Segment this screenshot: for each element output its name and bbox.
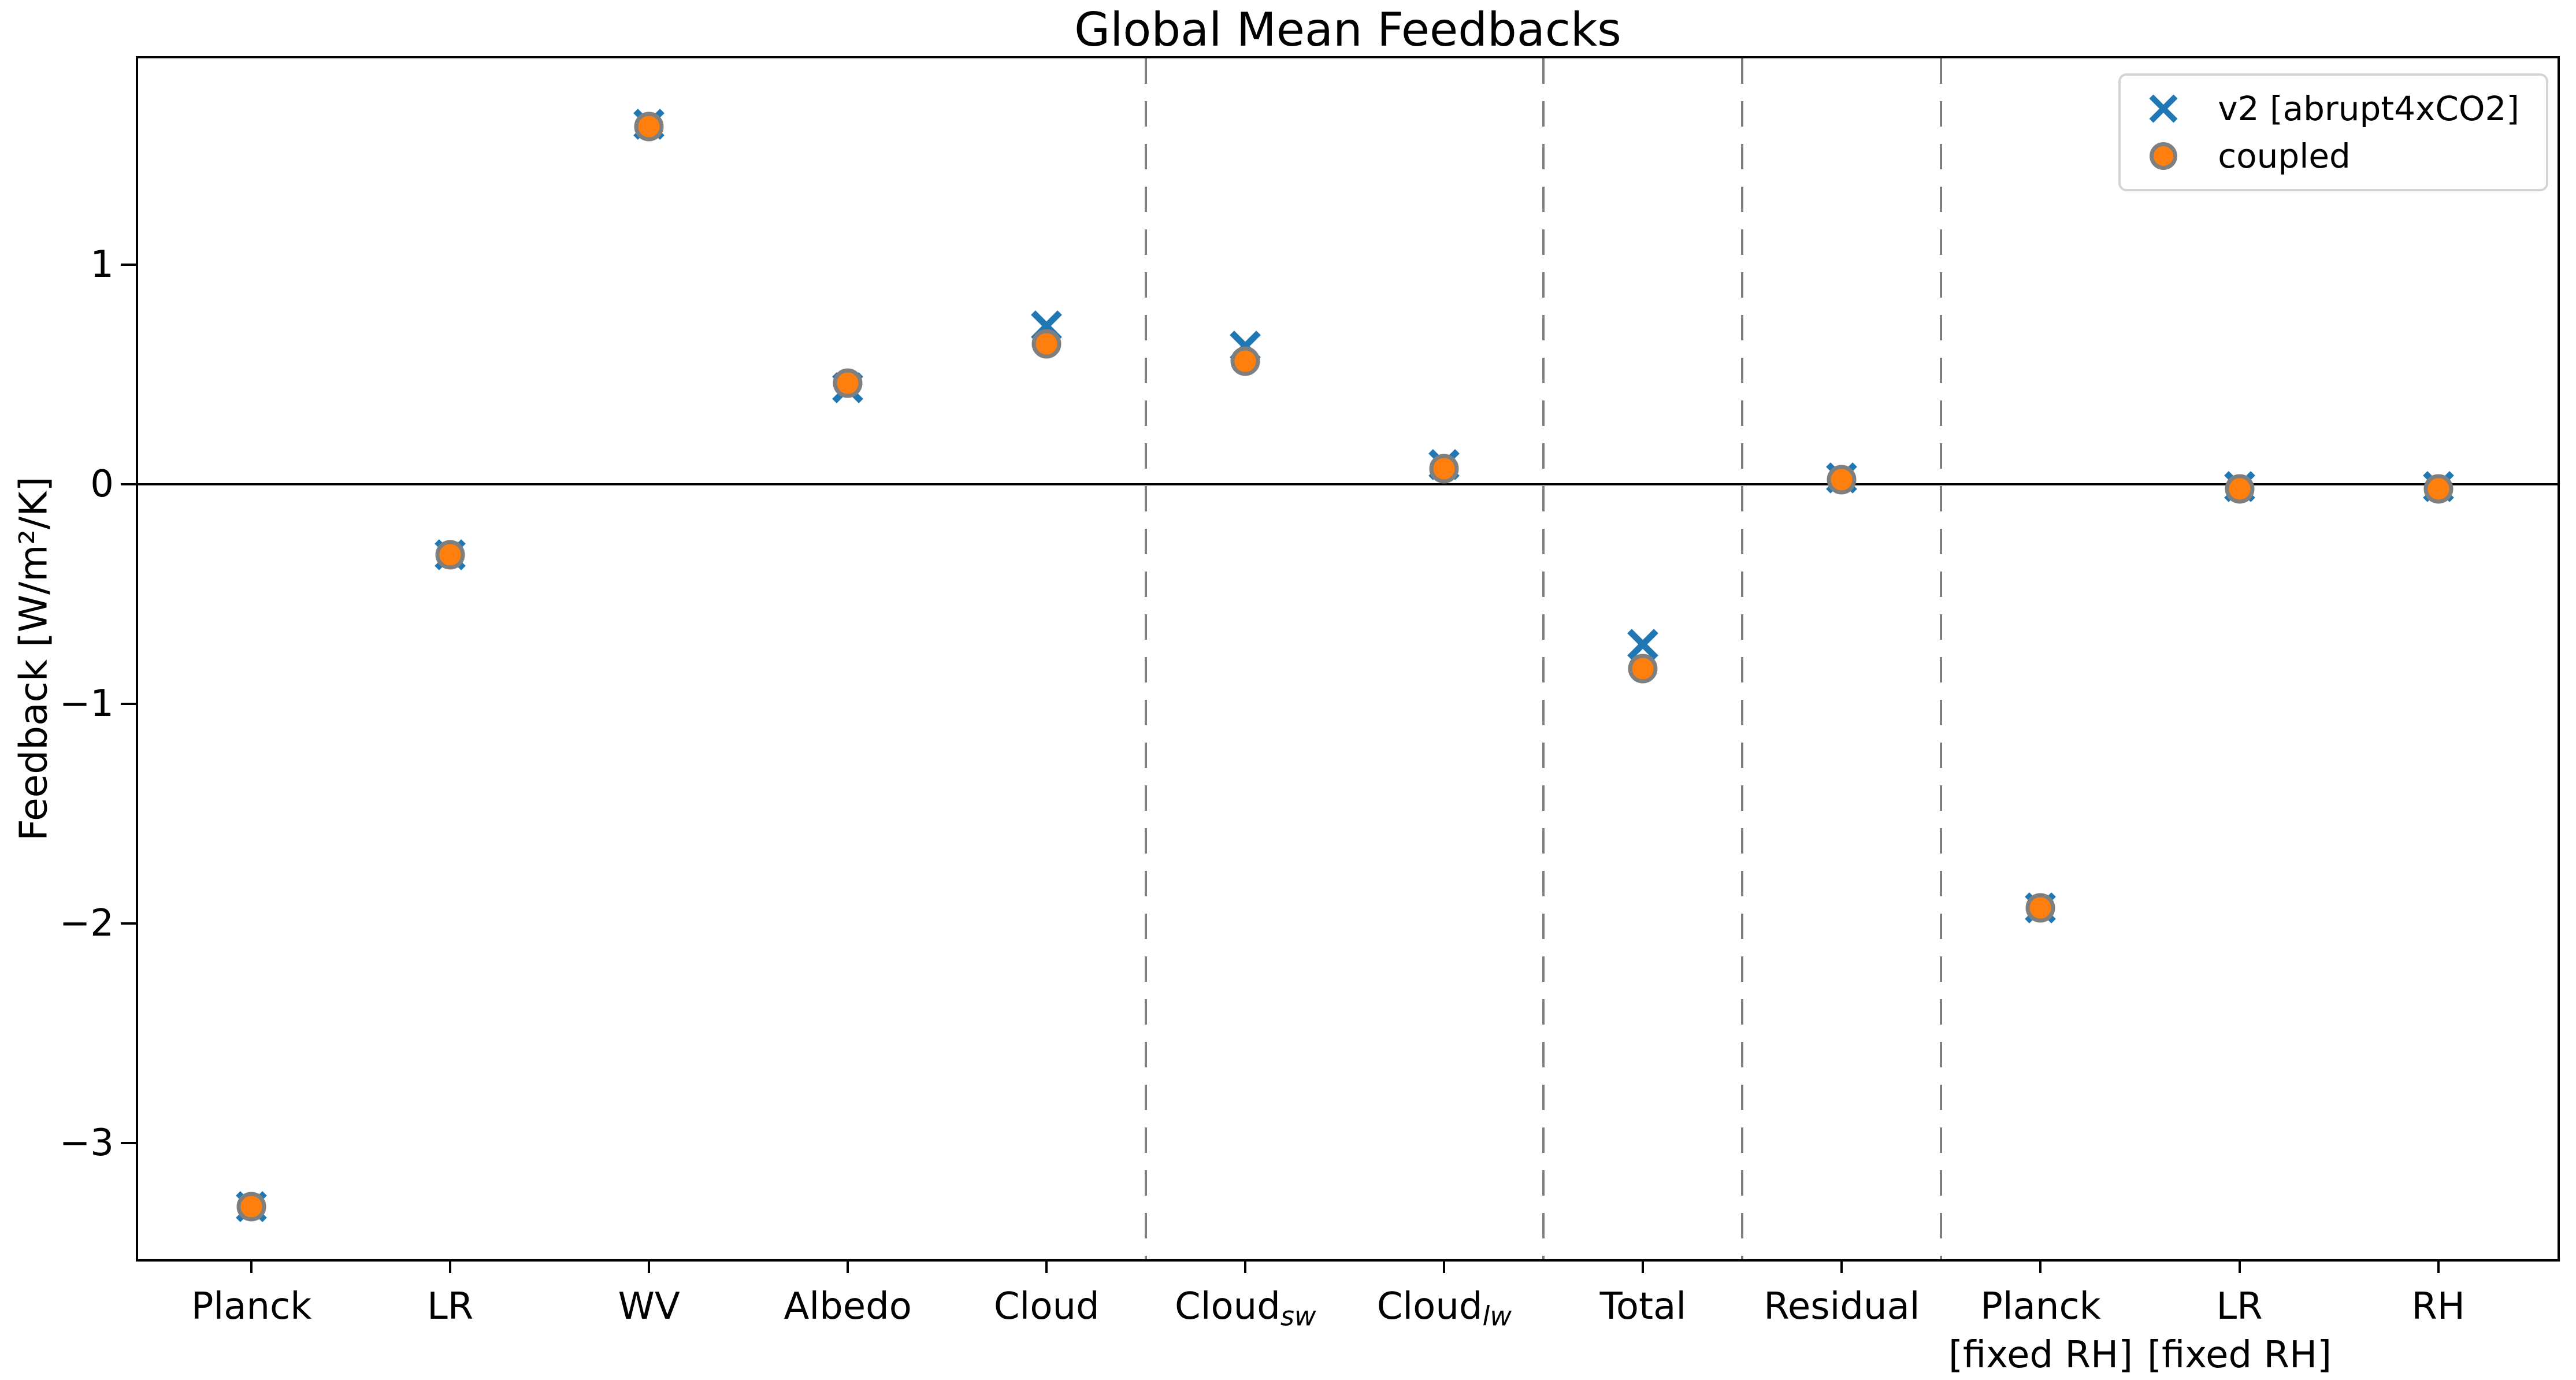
circle-marker-glyph [1429,454,1459,484]
legend: v2 [abrupt4xCO2] coupled [2118,73,2548,191]
y-axis-label: Feedback [W/m²/K] [11,476,56,841]
data-point-circle [833,368,863,398]
x-tick-label-text: LR [427,1285,474,1328]
data-point-circle [1827,465,1857,495]
x-tick-label: LR [427,1282,473,1331]
x-tick-label: Planck [191,1282,311,1331]
x-tick-mark [847,1259,849,1273]
circle-marker-glyph [2423,474,2453,504]
circle-marker-glyph [833,368,863,398]
circle-marker-glyph [236,1192,266,1222]
data-point-circle [435,540,465,570]
y-tick-label: 1 [90,243,114,287]
x-tick-label: RH [2411,1282,2465,1331]
chart-title: Global Mean Feedbacks [1074,3,1621,57]
x-tick-label-text: Cloudsw [1175,1285,1316,1332]
data-point-circle [2025,893,2055,923]
x-tick-label-text: Cloudlw [1376,1285,1512,1332]
x-tick-label-text: Residual [1764,1285,1920,1328]
data-point-circle [2423,474,2453,504]
x-tick-mark [2238,1259,2241,1273]
x-tick-mark [1642,1259,1645,1273]
x-tick-label-text: Albedo [784,1285,912,1328]
x-tick-label: Residual [1764,1282,1920,1331]
legend-entry-coupled: coupled [2133,132,2519,180]
x-tick-label: Cloudsw [1175,1282,1316,1334]
data-point-circle [2225,474,2255,504]
x-tick-label-second-line: [fixed RH] [1948,1334,2133,1377]
y-tick-label: −3 [59,1121,114,1164]
circle-marker-glyph [1827,465,1857,495]
y-tick-mark [121,702,136,705]
y-tick-mark [121,483,136,485]
x-tick-mark [2039,1259,2042,1273]
y-tick-mark [121,264,136,266]
legend-entry-v2: v2 [abrupt4xCO2] [2133,85,2519,132]
x-tick-label-text: Total [1599,1285,1687,1328]
data-point-circle [236,1192,266,1222]
group-separator-dashed-line [1741,58,1744,1259]
data-point-circle [1429,454,1459,484]
x-marker-icon [2133,93,2193,124]
legend-label-v2: v2 [abrupt4xCO2] [2218,89,2519,128]
x-tick-label-text: Cloud [993,1285,1100,1328]
x-tick-mark [2437,1259,2440,1273]
circle-marker-glyph [435,540,465,570]
circle-marker-glyph [2025,893,2055,923]
plot-area: v2 [abrupt4xCO2] coupled 1 0 −1 −2 −3 Planck L… [60,56,2560,1377]
group-separator-dashed-line [1145,58,1148,1259]
circle-marker-icon [2133,142,2193,170]
x-tick-label-second-line: [fixed RH] [2147,1334,2332,1377]
y-tick-mark [121,1141,136,1144]
x-tick-mark [1244,1259,1247,1273]
x-tick-mark [1443,1259,1446,1273]
x-tick-label-text: Planck [191,1285,312,1328]
x-tick-mark [449,1259,452,1273]
x-tick-mark [1840,1259,1843,1273]
circle-marker-glyph [1230,346,1260,376]
x-tick-label: WV [618,1282,680,1331]
x-tick-label-text: RH [2411,1285,2465,1328]
x-tick-label: Albedo [784,1282,912,1331]
x-tick-label: Total [1600,1282,1686,1331]
x-tick-label: Cloudlw [1377,1282,1512,1334]
x-tick-mark [648,1259,651,1273]
x-tick-mark [250,1259,253,1273]
data-point-x [1626,628,1660,661]
x-tick-label: LR [fixed RH] [2147,1282,2332,1380]
x-tick-label-text: LR [2216,1285,2263,1328]
legend-label-coupled: coupled [2218,136,2351,176]
data-point-circle [634,112,664,142]
x-tick-label: Cloud [994,1282,1100,1331]
x-tick-label: Planck [fixed RH] [1948,1282,2133,1380]
circle-marker-glyph [1031,329,1061,359]
group-separator-dashed-line [1542,58,1545,1259]
y-tick-label: −1 [59,682,114,725]
data-point-circle [1628,654,1658,684]
circle-marker-glyph [1628,654,1658,684]
y-tick-label: 0 [90,462,114,506]
x-tick-label-subscript: sw [1280,1300,1316,1332]
y-tick-mark [121,922,136,925]
x-tick-label-text: WV [618,1285,680,1328]
x-tick-mark [1045,1259,1048,1273]
x-tick-label-subscript: lw [1482,1300,1512,1332]
group-separator-dashed-line [1940,58,1943,1259]
circle-marker-glyph [2225,474,2255,504]
x-tick-label-text: Planck [1980,1285,2101,1328]
zero-line [138,483,2558,485]
data-point-circle [1031,329,1061,359]
y-tick-label: −2 [59,902,114,945]
circle-marker-glyph [634,112,664,142]
data-point-circle [1230,346,1260,376]
